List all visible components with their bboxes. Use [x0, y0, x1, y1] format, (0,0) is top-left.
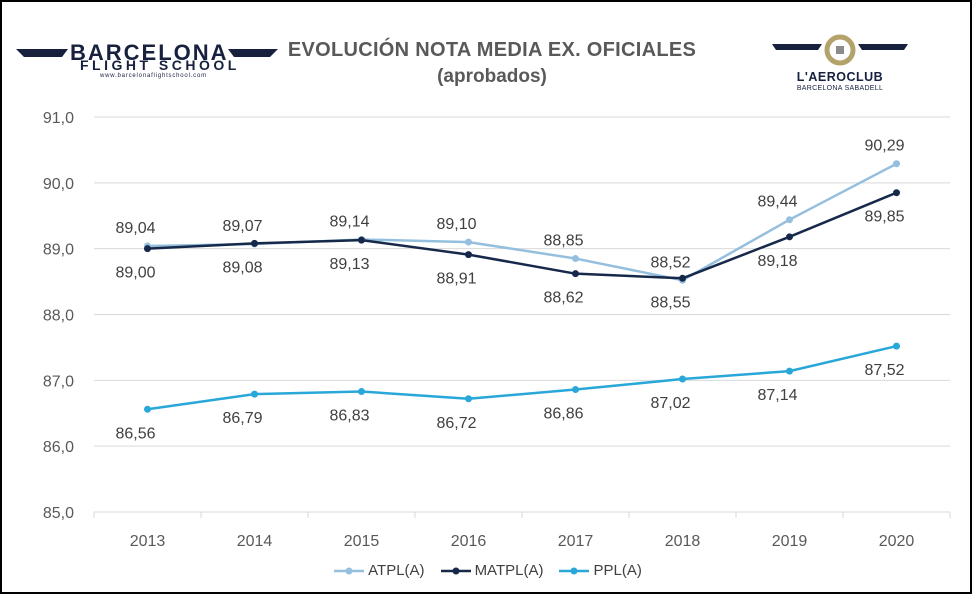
legend-swatch-icon [334, 567, 365, 574]
y-tick-label: 91,0 [43, 110, 74, 127]
series-line-MATPL(A) [147, 191, 897, 280]
data-label: 88,62 [543, 290, 583, 307]
x-tick-label: 2014 [237, 533, 273, 550]
data-label: 87,02 [650, 395, 690, 412]
data-point [572, 270, 579, 278]
y-tick-label: 88,0 [43, 308, 74, 325]
data-label: 89,18 [757, 253, 797, 270]
data-label: 89,04 [115, 220, 155, 237]
legend-swatch-icon [559, 567, 590, 574]
legend-label: ATPL(A) [368, 562, 425, 579]
data-point [572, 255, 579, 263]
data-point [251, 390, 258, 398]
data-label: 87,52 [864, 362, 904, 379]
data-point [358, 388, 365, 396]
aeroclub-logo: L'AEROCLUB BARCELONA SABADELL [766, 32, 914, 98]
data-label-layer: 89,04 89,07 89,14 89,10 88,85 88,52 89,44 90,29… [115, 138, 904, 443]
series-line-PPL(A) [147, 344, 897, 411]
aeroclub-subtitle: BARCELONA SABADELL [796, 85, 884, 92]
data-point [465, 395, 472, 403]
data-label: 89,14 [329, 213, 369, 230]
data-point [893, 189, 900, 197]
legend-swatch-icon [440, 567, 471, 574]
y-tick-label: 87,0 [43, 373, 74, 390]
data-point [893, 160, 900, 168]
y-tick-label: 85,0 [43, 505, 74, 522]
y-tick-label: 86,0 [43, 439, 74, 456]
data-point [679, 274, 686, 282]
x-tick-label: 2016 [451, 533, 487, 550]
data-label: 89,85 [864, 209, 904, 226]
data-label: 89,10 [436, 216, 476, 233]
logo-website: www.barcelonaflightschool.com [100, 73, 207, 79]
data-label: 89,00 [115, 265, 155, 282]
legend-item: ATPL(A) [334, 562, 425, 579]
data-label: 86,83 [329, 408, 369, 425]
barcelona-flight-school-logo: BARCELONA FLIGHT SCHOOL www.barcelonafli… [16, 40, 278, 92]
data-label: 88,91 [436, 271, 476, 288]
data-label: 89,44 [757, 194, 797, 211]
data-label: 89,13 [329, 256, 369, 273]
aeroclub-emblem-icon [772, 34, 908, 66]
chart-title-block: EVOLUCIÓN NOTA MEDIA EX. OFICIALES (apro… [252, 36, 732, 90]
x-tick-label: 2017 [558, 533, 594, 550]
y-tick-label: 90,0 [43, 176, 74, 193]
series-layer [144, 160, 900, 413]
axis-layer: 85,0 86,0 87,0 88,0 89,0 90,0 91,0 2013 2014 2015… [43, 110, 951, 550]
chart-subtitle: (aprobados) [437, 66, 547, 87]
x-tick-label: 2013 [130, 533, 166, 550]
data-label: 86,56 [115, 425, 155, 442]
x-tick-label: 2020 [879, 533, 915, 550]
data-point [144, 405, 151, 413]
y-tick-label: 89,0 [43, 242, 74, 259]
chart-title: EVOLUCIÓN NOTA MEDIA EX. OFICIALES [287, 39, 697, 61]
logo-brand-line1: BARCELONA [70, 40, 229, 65]
x-tick-label: 2015 [344, 533, 380, 550]
data-point [144, 245, 151, 253]
data-label: 89,07 [222, 218, 262, 235]
x-tick-label: 2018 [665, 533, 701, 550]
data-point [786, 216, 793, 224]
data-point [786, 367, 793, 375]
data-point [893, 342, 900, 350]
data-point [465, 238, 472, 246]
legend-item: MATPL(A) [440, 562, 544, 579]
data-point [572, 386, 579, 394]
legend-item: PPL(A) [559, 562, 642, 579]
logo-brand-line2: FLIGHT SCHOOL [80, 57, 240, 73]
data-label: 88,55 [650, 294, 690, 311]
left-wing-icon [16, 49, 68, 57]
data-label: 90,29 [864, 138, 904, 155]
data-label: 87,14 [757, 387, 797, 404]
data-label: 89,08 [222, 259, 262, 276]
legend-label: PPL(A) [593, 562, 642, 579]
data-point [251, 239, 258, 247]
data-point [465, 251, 472, 259]
data-label: 88,85 [543, 233, 583, 250]
aeroclub-name: L'AEROCLUB [796, 70, 884, 84]
right-wing-icon [228, 49, 278, 57]
data-label: 88,52 [650, 254, 690, 271]
x-tick-label: 2019 [772, 533, 808, 550]
data-label: 86,86 [543, 406, 583, 423]
grid-layer [94, 116, 950, 513]
data-label: 86,72 [436, 415, 476, 432]
data-point [786, 233, 793, 241]
data-point [358, 236, 365, 244]
data-point [679, 375, 686, 383]
data-label: 86,79 [222, 410, 262, 427]
legend-label: MATPL(A) [474, 562, 544, 579]
chart-legend: ATPL(A) MATPL(A) PPL(A) [2, 562, 972, 579]
